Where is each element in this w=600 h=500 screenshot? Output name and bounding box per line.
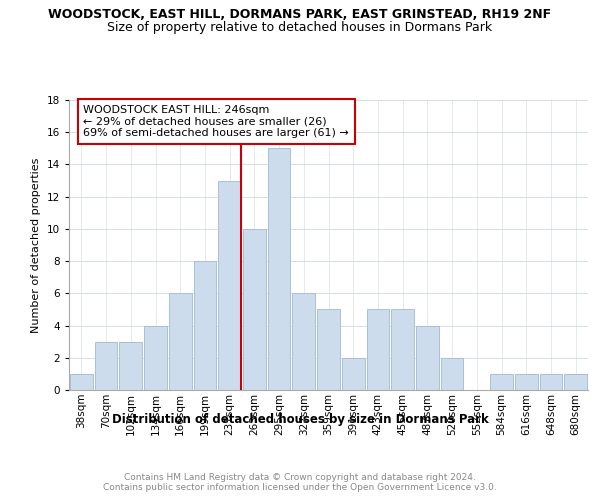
Bar [292, 294, 315, 390]
Bar [243, 229, 266, 390]
Bar [564, 374, 587, 390]
Bar [539, 374, 562, 390]
Bar [194, 261, 216, 390]
Text: WOODSTOCK, EAST HILL, DORMANS PARK, EAST GRINSTEAD, RH19 2NF: WOODSTOCK, EAST HILL, DORMANS PARK, EAST… [49, 8, 551, 20]
Bar [342, 358, 365, 390]
Bar [367, 310, 389, 390]
Bar [515, 374, 538, 390]
Text: WOODSTOCK EAST HILL: 246sqm
← 29% of detached houses are smaller (26)
69% of sem: WOODSTOCK EAST HILL: 246sqm ← 29% of det… [83, 105, 349, 138]
Text: Size of property relative to detached houses in Dormans Park: Size of property relative to detached ho… [107, 21, 493, 34]
Text: Distribution of detached houses by size in Dormans Park: Distribution of detached houses by size … [112, 412, 488, 426]
Bar [317, 310, 340, 390]
Bar [144, 326, 167, 390]
Text: Contains HM Land Registry data © Crown copyright and database right 2024.
Contai: Contains HM Land Registry data © Crown c… [103, 472, 497, 492]
Bar [441, 358, 463, 390]
Bar [119, 342, 142, 390]
Bar [490, 374, 513, 390]
Y-axis label: Number of detached properties: Number of detached properties [31, 158, 41, 332]
Bar [169, 294, 191, 390]
Bar [95, 342, 118, 390]
Bar [416, 326, 439, 390]
Bar [391, 310, 414, 390]
Bar [218, 180, 241, 390]
Bar [268, 148, 290, 390]
Bar [70, 374, 93, 390]
